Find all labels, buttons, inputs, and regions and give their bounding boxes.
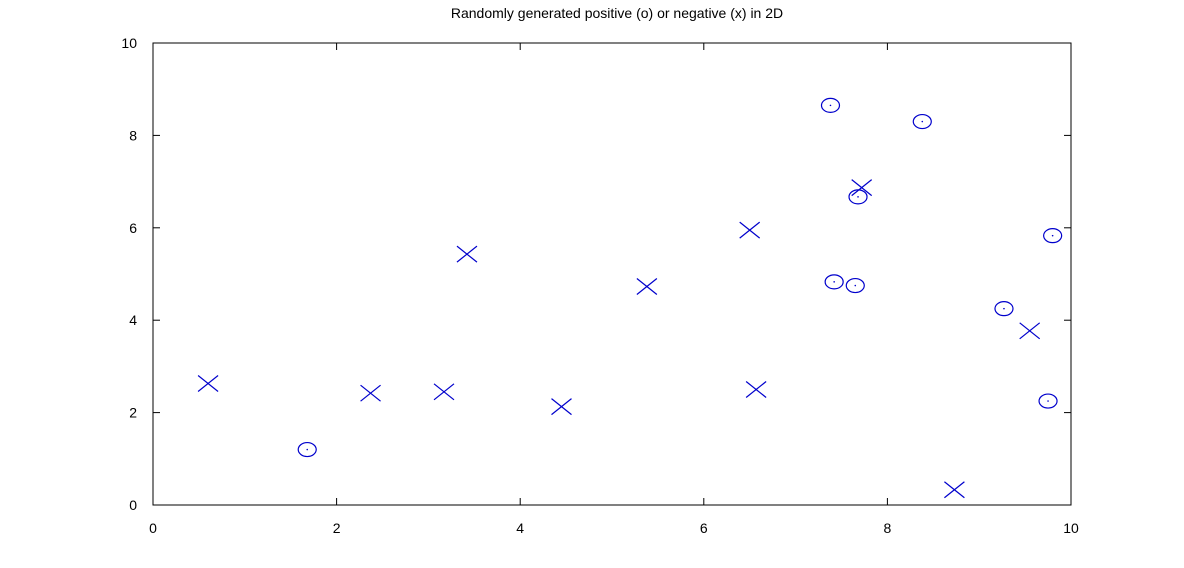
negative-point-marker bbox=[456, 245, 478, 263]
x-tick-label: 10 bbox=[1063, 520, 1079, 536]
axis-tick-labels: 0 2 4 6 8 10 0 2 4 6 8 10 bbox=[121, 35, 1079, 536]
x-tick-label: 6 bbox=[700, 520, 708, 536]
plot-frame bbox=[152, 42, 1072, 506]
negative-point-marker bbox=[360, 384, 381, 402]
y-tick-label: 4 bbox=[129, 312, 137, 328]
positive-point-marker bbox=[848, 189, 868, 205]
x-tick-label: 2 bbox=[333, 520, 341, 536]
negative-point-marker bbox=[433, 383, 455, 401]
y-tick-label: 0 bbox=[129, 497, 137, 513]
positive-point-marker bbox=[845, 277, 865, 294]
chart-title: Randomly generated positive (o) or negat… bbox=[451, 5, 783, 21]
negative-point-marker bbox=[551, 398, 572, 416]
axis-ticks bbox=[152, 42, 1072, 506]
positive-point-marker bbox=[297, 441, 317, 458]
x-tick-label: 0 bbox=[149, 520, 157, 536]
data-points bbox=[197, 97, 1063, 499]
positive-point-marker bbox=[1038, 393, 1058, 409]
positive-point-marker bbox=[1043, 228, 1063, 244]
y-tick-label: 2 bbox=[129, 405, 137, 421]
positive-point-marker bbox=[824, 274, 844, 290]
negative-point-marker bbox=[197, 375, 219, 392]
positive-point-marker bbox=[912, 113, 932, 130]
negative-point-marker bbox=[636, 278, 658, 295]
x-tick-label: 8 bbox=[884, 520, 892, 536]
negative-point-marker bbox=[944, 481, 965, 499]
negative-point-marker bbox=[851, 179, 873, 197]
x-tick-label: 4 bbox=[516, 520, 524, 536]
negative-point-marker bbox=[745, 381, 767, 398]
positive-point-marker bbox=[820, 97, 841, 113]
y-tick-label: 10 bbox=[121, 35, 137, 51]
positive-point-marker bbox=[994, 301, 1014, 317]
negative-point-marker bbox=[1019, 322, 1041, 340]
y-tick-label: 8 bbox=[129, 127, 137, 143]
y-tick-label: 6 bbox=[129, 220, 137, 236]
negative-point-marker bbox=[739, 221, 761, 239]
